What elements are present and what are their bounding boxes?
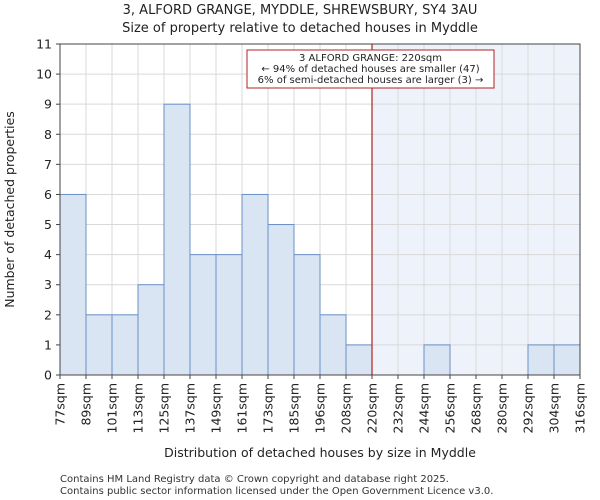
footer-line1: Contains HM Land Registry data © Crown c…	[60, 474, 449, 485]
x-tick-label: 196sqm	[313, 383, 328, 433]
y-tick-label: 9	[44, 97, 52, 112]
bar-113sqm	[137, 284, 165, 376]
x-tick-label: 208sqm	[339, 383, 354, 433]
y-tick-label: 4	[44, 247, 52, 262]
y-tick-label: 3	[44, 277, 52, 292]
bar-196sqm	[319, 314, 347, 376]
annotation-line3: 6% of semi-detached houses are larger (3…	[258, 75, 484, 86]
bar-173sqm	[267, 224, 295, 376]
x-tick-label: 185sqm	[287, 383, 302, 433]
y-tick-label: 8	[44, 127, 52, 142]
x-tick-label: 77sqm	[53, 383, 68, 426]
bars	[59, 103, 581, 376]
bar-208sqm	[345, 344, 373, 376]
annotation-box: 3 ALFORD GRANGE: 220sqm ← 94% of detache…	[246, 49, 495, 89]
x-tick-label: 125sqm	[157, 383, 172, 433]
x-tick-label: 316sqm	[573, 383, 588, 433]
bar-161sqm	[241, 193, 269, 376]
annotation-line2: ← 94% of detached houses are smaller (47…	[261, 64, 479, 75]
footer-line2: Contains public sector information licen…	[60, 486, 493, 497]
y-tick-label: 0	[44, 368, 52, 383]
x-tick-label: 280sqm	[495, 383, 510, 433]
annotation-frame	[246, 49, 495, 89]
bar-304sqm	[553, 344, 581, 376]
chart-title-line1: 3, ALFORD GRANGE, MYDDLE, SHREWSBURY, SY…	[123, 3, 478, 18]
y-tick-label: 2	[44, 307, 52, 322]
x-tick-label: 101sqm	[105, 383, 120, 433]
x-tick-label: 304sqm	[547, 383, 562, 433]
bar-149sqm	[215, 254, 243, 376]
plot-area: 0 1 2 3 4 5 6 7 8 9 10 11 77sqm 89sqm 101sqm 113sqm 125…	[36, 37, 587, 434]
x-tick-label: 113sqm	[131, 383, 146, 433]
y-tick-label: 10	[36, 67, 52, 82]
bar-292sqm	[527, 344, 555, 376]
x-tick-label: 256sqm	[443, 383, 458, 433]
x-tick-label: 161sqm	[235, 383, 250, 433]
annotation-line1: 3 ALFORD GRANGE: 220sqm	[299, 53, 442, 64]
y-tick-label: 7	[44, 157, 52, 172]
x-axis-label: Distribution of detached houses by size …	[164, 445, 476, 460]
y-axis-ticks: 0 1 2 3 4 5 6 7 8 9 10 11	[36, 37, 60, 383]
y-tick-label: 6	[44, 187, 52, 202]
y-tick-label: 5	[44, 217, 52, 232]
x-tick-label: 292sqm	[521, 383, 536, 433]
chart-title-line2: Size of property relative to detached ho…	[122, 21, 478, 36]
y-tick-label: 11	[36, 37, 52, 52]
y-tick-label: 1	[44, 337, 52, 352]
x-tick-label: 244sqm	[417, 383, 432, 433]
bar-137sqm	[189, 254, 217, 376]
bar-77sqm	[59, 193, 87, 376]
x-tick-label: 220sqm	[365, 383, 380, 433]
x-tick-label: 173sqm	[261, 383, 276, 433]
y-axis-label: Number of detached properties	[2, 111, 17, 308]
x-tick-label: 232sqm	[391, 383, 406, 433]
x-tick-label: 268sqm	[469, 383, 484, 433]
bar-89sqm	[85, 314, 113, 376]
x-axis-ticks: 77sqm 89sqm 101sqm 113sqm 125sqm 137sqm 149sqm…	[53, 375, 588, 433]
bar-125sqm	[163, 103, 191, 376]
x-tick-label: 137sqm	[183, 383, 198, 433]
x-tick-label: 89sqm	[79, 383, 94, 426]
bar-244sqm	[423, 344, 451, 376]
x-tick-label: 149sqm	[209, 383, 224, 433]
bar-185sqm	[293, 254, 321, 376]
bar-101sqm	[111, 314, 139, 376]
